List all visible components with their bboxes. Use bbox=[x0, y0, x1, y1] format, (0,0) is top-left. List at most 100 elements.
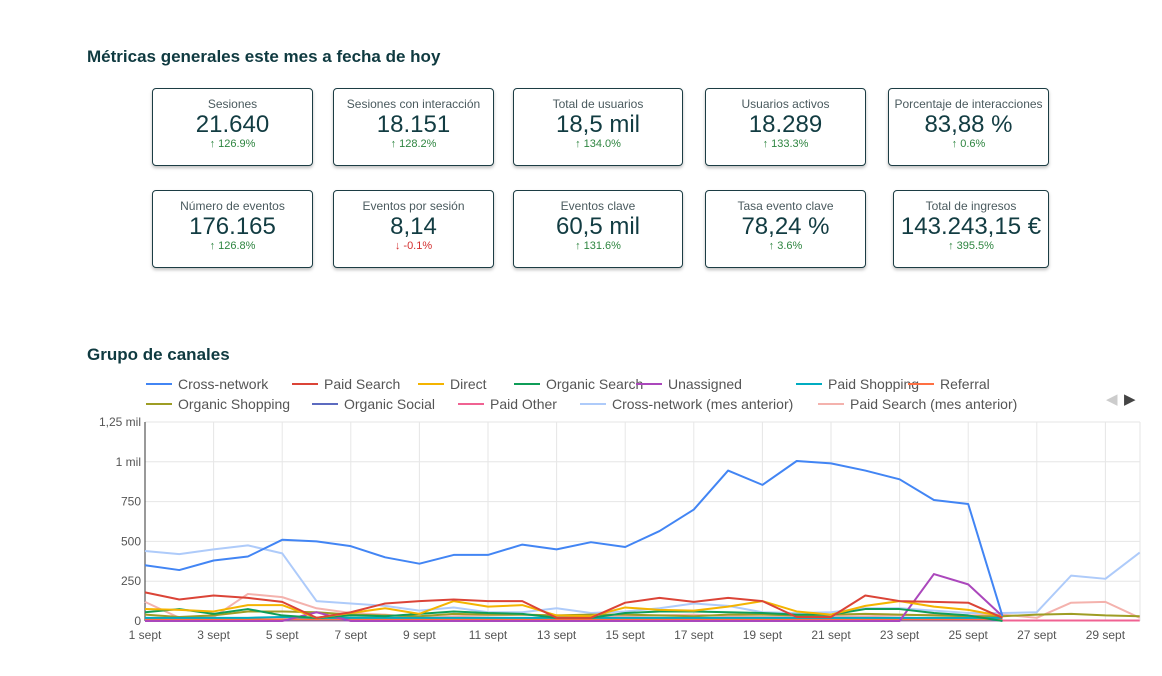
y-tick-label: 750 bbox=[121, 495, 141, 509]
metric-delta: ↑ 134.0% bbox=[514, 138, 682, 150]
metric-card: Total de usuarios 18,5 mil ↑ 134.0% bbox=[513, 88, 683, 166]
metric-card: Sesiones con interacción 18.151 ↑ 128.2% bbox=[333, 88, 494, 166]
x-tick-label: 21 sept bbox=[811, 628, 851, 642]
metric-delta-value: 128.2% bbox=[399, 138, 437, 150]
metric-label: Sesiones bbox=[207, 97, 258, 111]
metric-delta-value: 126.9% bbox=[218, 138, 256, 150]
metric-card: Eventos por sesión 8,14 ↓ -0.1% bbox=[333, 190, 494, 268]
metric-label: Usuarios activos bbox=[741, 97, 830, 111]
metric-delta-value: 395.5% bbox=[956, 240, 994, 252]
x-tick-label: 3 sept bbox=[197, 628, 230, 642]
metric-label: Tasa evento clave bbox=[737, 199, 834, 213]
metric-value: 176.165 bbox=[189, 213, 276, 240]
legend-item[interactable]: Paid Search (mes anterior) bbox=[818, 396, 1017, 412]
metric-label: Eventos clave bbox=[560, 199, 636, 213]
metric-card: Porcentaje de interacciones 83,88 % ↑ 0.6% bbox=[888, 88, 1049, 166]
x-tick-label: 19 sept bbox=[743, 628, 783, 642]
x-tick-label: 27 sept bbox=[1017, 628, 1057, 642]
y-tick-label: 1,25 mil bbox=[99, 415, 141, 429]
legend-item[interactable]: Paid Shopping bbox=[796, 376, 919, 392]
metric-value: 18,5 mil bbox=[555, 111, 641, 138]
legend-prev-page-icon[interactable]: ◀ bbox=[1106, 391, 1118, 408]
arrow-up-icon: ↑ bbox=[390, 138, 397, 150]
y-tick-label: 0 bbox=[134, 614, 141, 628]
metric-value: 78,24 % bbox=[741, 213, 830, 240]
legend-label: Organic Social bbox=[344, 396, 435, 412]
metric-delta: ↑ 126.8% bbox=[153, 240, 312, 252]
x-tick-label: 1 sept bbox=[129, 628, 162, 642]
metric-delta-value: 0.6% bbox=[960, 138, 986, 150]
metric-delta: ↑ 131.6% bbox=[514, 240, 682, 252]
metric-delta-value: 126.8% bbox=[218, 240, 256, 252]
legend-item[interactable]: Cross-network bbox=[146, 376, 269, 392]
legend-item[interactable]: Direct bbox=[418, 376, 487, 392]
metric-card: Número de eventos 176.165 ↑ 126.8% bbox=[152, 190, 313, 268]
arrow-up-icon: ↑ bbox=[768, 240, 775, 252]
series-line-paid-search bbox=[144, 591, 1003, 619]
metric-delta-value: 133.3% bbox=[771, 138, 809, 150]
legend-label: Organic Shopping bbox=[178, 396, 290, 412]
metric-value: 143.243,15 € bbox=[900, 213, 1042, 240]
y-tick-label: 500 bbox=[121, 534, 141, 548]
arrow-up-icon: ↑ bbox=[575, 138, 581, 150]
legend-label: Organic Search bbox=[546, 376, 643, 392]
metric-label: Número de eventos bbox=[180, 199, 285, 213]
legend-label: Paid Search (mes anterior) bbox=[850, 396, 1017, 412]
legend-item[interactable]: Organic Shopping bbox=[146, 396, 290, 412]
legend-label: Unassigned bbox=[668, 376, 742, 392]
series-line-cross-network bbox=[144, 460, 1004, 617]
x-tick-label: 7 sept bbox=[334, 628, 367, 642]
arrow-up-icon: ↑ bbox=[762, 138, 769, 150]
metric-value: 8,14 bbox=[390, 213, 437, 240]
legend-item[interactable]: Organic Social bbox=[312, 396, 435, 412]
metric-card: Tasa evento clave 78,24 % ↑ 3.6% bbox=[705, 190, 866, 268]
metric-delta: ↑ 3.6% bbox=[706, 240, 865, 252]
metric-value: 18.289 bbox=[748, 111, 823, 138]
metrics-title: Métricas generales este mes a fecha de h… bbox=[87, 47, 441, 66]
metric-label: Total de ingresos bbox=[925, 199, 1017, 213]
legend-item[interactable]: Organic Search bbox=[514, 376, 643, 392]
legend-label: Paid Other bbox=[490, 396, 557, 412]
x-tick-label: 9 sept bbox=[403, 628, 436, 642]
x-tick-label: 29 sept bbox=[1086, 628, 1126, 642]
metric-value: 21.640 bbox=[195, 111, 270, 138]
channel-line-chart: 0 250 500 750 1 mil 1,25 mil 1 sept 3 sept 5 sep… bbox=[99, 376, 1141, 642]
legend-label: Direct bbox=[450, 376, 487, 392]
arrow-up-icon: ↑ bbox=[209, 240, 216, 252]
legend-next-page-icon[interactable]: ▶ bbox=[1124, 391, 1136, 408]
series-line-unassigned bbox=[145, 573, 1004, 622]
legend-label: Cross-network bbox=[178, 376, 269, 392]
metric-delta: ↑ 395.5% bbox=[894, 240, 1048, 252]
legend-item[interactable]: Cross-network (mes anterior) bbox=[580, 396, 793, 412]
legend-item[interactable]: Referral bbox=[908, 376, 990, 392]
metric-delta: ↑ 133.3% bbox=[706, 138, 865, 150]
metric-card: Total de ingresos 143.243,15 € ↑ 395.5% bbox=[893, 190, 1049, 268]
arrow-up-icon: ↑ bbox=[575, 240, 581, 252]
metric-label: Sesiones con interacción bbox=[346, 97, 481, 111]
legend-item[interactable]: Paid Other bbox=[458, 396, 557, 412]
arrow-up-icon: ↑ bbox=[948, 240, 954, 252]
metric-value: 83,88 % bbox=[924, 111, 1013, 138]
x-tick-label: 23 sept bbox=[880, 628, 920, 642]
metric-card: Eventos clave 60,5 mil ↑ 131.6% bbox=[513, 190, 683, 268]
legend-label: Referral bbox=[940, 376, 990, 392]
legend-item[interactable]: Unassigned bbox=[636, 376, 742, 392]
metric-delta: ↓ -0.1% bbox=[334, 240, 493, 252]
metric-label: Porcentaje de interacciones bbox=[894, 97, 1043, 111]
x-tick-label: 17 sept bbox=[674, 628, 714, 642]
series-line-cross-network-mes-anterior- bbox=[144, 544, 1141, 615]
arrow-down-icon: ↓ bbox=[394, 240, 401, 252]
y-tick-label: 250 bbox=[121, 574, 141, 588]
arrow-up-icon: ↑ bbox=[951, 138, 958, 150]
legend-item[interactable]: Paid Search bbox=[292, 376, 400, 392]
x-tick-label: 13 sept bbox=[537, 628, 577, 642]
metric-delta: ↑ 128.2% bbox=[334, 138, 493, 150]
x-tick-label: 5 sept bbox=[266, 628, 299, 642]
metric-label: Eventos por sesión bbox=[362, 199, 465, 213]
metric-delta-value: 134.0% bbox=[583, 138, 621, 150]
metric-delta: ↑ 0.6% bbox=[889, 138, 1048, 150]
legend-label: Paid Search bbox=[324, 376, 400, 392]
metric-delta-value: -0.1% bbox=[403, 240, 433, 252]
legend-label: Paid Shopping bbox=[828, 376, 919, 392]
metric-delta: ↑ 126.9% bbox=[153, 138, 312, 150]
